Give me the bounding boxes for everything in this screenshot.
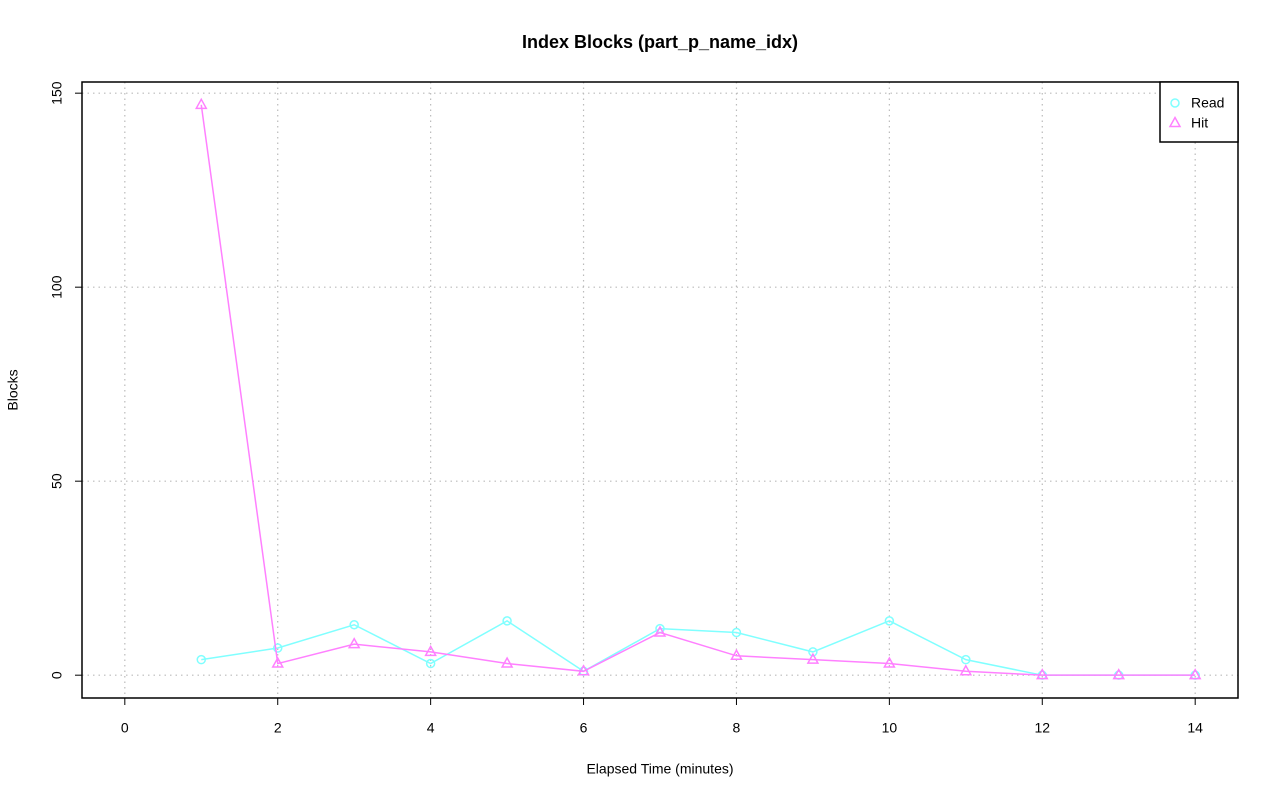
legend-box: [1159, 81, 1239, 143]
x-axis-label: Elapsed Time (minutes): [586, 761, 733, 777]
marker: [1036, 668, 1049, 680]
chart-title: Index Blocks (part_p_name_idx): [522, 32, 798, 52]
series-line: [200, 104, 1196, 676]
marker: [424, 644, 437, 657]
marker: [731, 627, 742, 638]
series-line: [201, 619, 1196, 676]
x-tick-label: 0: [121, 720, 129, 736]
marker: [961, 654, 971, 665]
marker: [653, 625, 667, 637]
marker: [806, 652, 820, 664]
marker: [730, 648, 743, 661]
marker: [272, 643, 283, 653]
marker: [1188, 668, 1202, 680]
marker: [271, 656, 284, 668]
marker: [349, 619, 359, 630]
legend-label: Hit: [1191, 115, 1208, 131]
marker: [808, 647, 818, 657]
legend-marker: [1168, 115, 1182, 128]
marker: [883, 656, 896, 668]
marker: [959, 664, 973, 676]
marker: [577, 664, 590, 676]
y-tick-label: 150: [49, 81, 65, 105]
marker: [500, 656, 514, 668]
legend-label: Read: [1191, 95, 1224, 111]
marker: [1112, 668, 1126, 680]
x-tick-label: 4: [427, 720, 435, 736]
x-tick-label: 12: [1034, 720, 1050, 736]
x-tick-label: 10: [882, 720, 898, 736]
x-tick-label: 14: [1187, 720, 1203, 736]
legend-marker: [1170, 98, 1180, 108]
marker: [196, 654, 207, 665]
y-tick-label: 100: [49, 275, 65, 299]
x-tick-label: 2: [274, 720, 282, 736]
plot-frame: [81, 81, 1239, 699]
marker: [502, 616, 512, 626]
y-axis-label: Blocks: [5, 369, 21, 410]
y-tick-label: 50: [49, 473, 65, 489]
marker: [347, 637, 361, 649]
x-tick-label: 8: [733, 720, 741, 736]
marker: [425, 658, 436, 669]
marker: [194, 97, 208, 110]
y-tick-label: 0: [49, 671, 65, 679]
marker: [884, 616, 895, 626]
x-tick-label: 6: [580, 720, 588, 736]
